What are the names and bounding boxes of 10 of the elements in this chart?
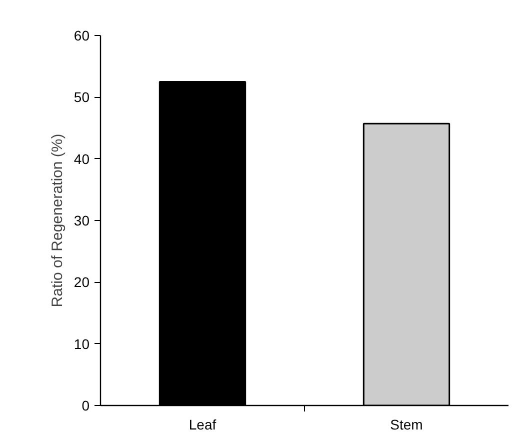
y-tick-label: 40 [74,150,90,167]
y-axis-title: Ratio of Regeneration (%) [48,134,66,308]
y-tick-label: 50 [74,89,90,106]
y-tick-label: 10 [74,336,90,352]
y-tick-label: 20 [74,274,90,290]
y-tick-label: 0 [82,398,90,414]
x-tick-label: Stem [390,416,423,432]
y-tick-label: 30 [74,212,90,228]
x-tick-label: Leaf [188,416,216,432]
y-tick-label: 60 [74,28,90,44]
